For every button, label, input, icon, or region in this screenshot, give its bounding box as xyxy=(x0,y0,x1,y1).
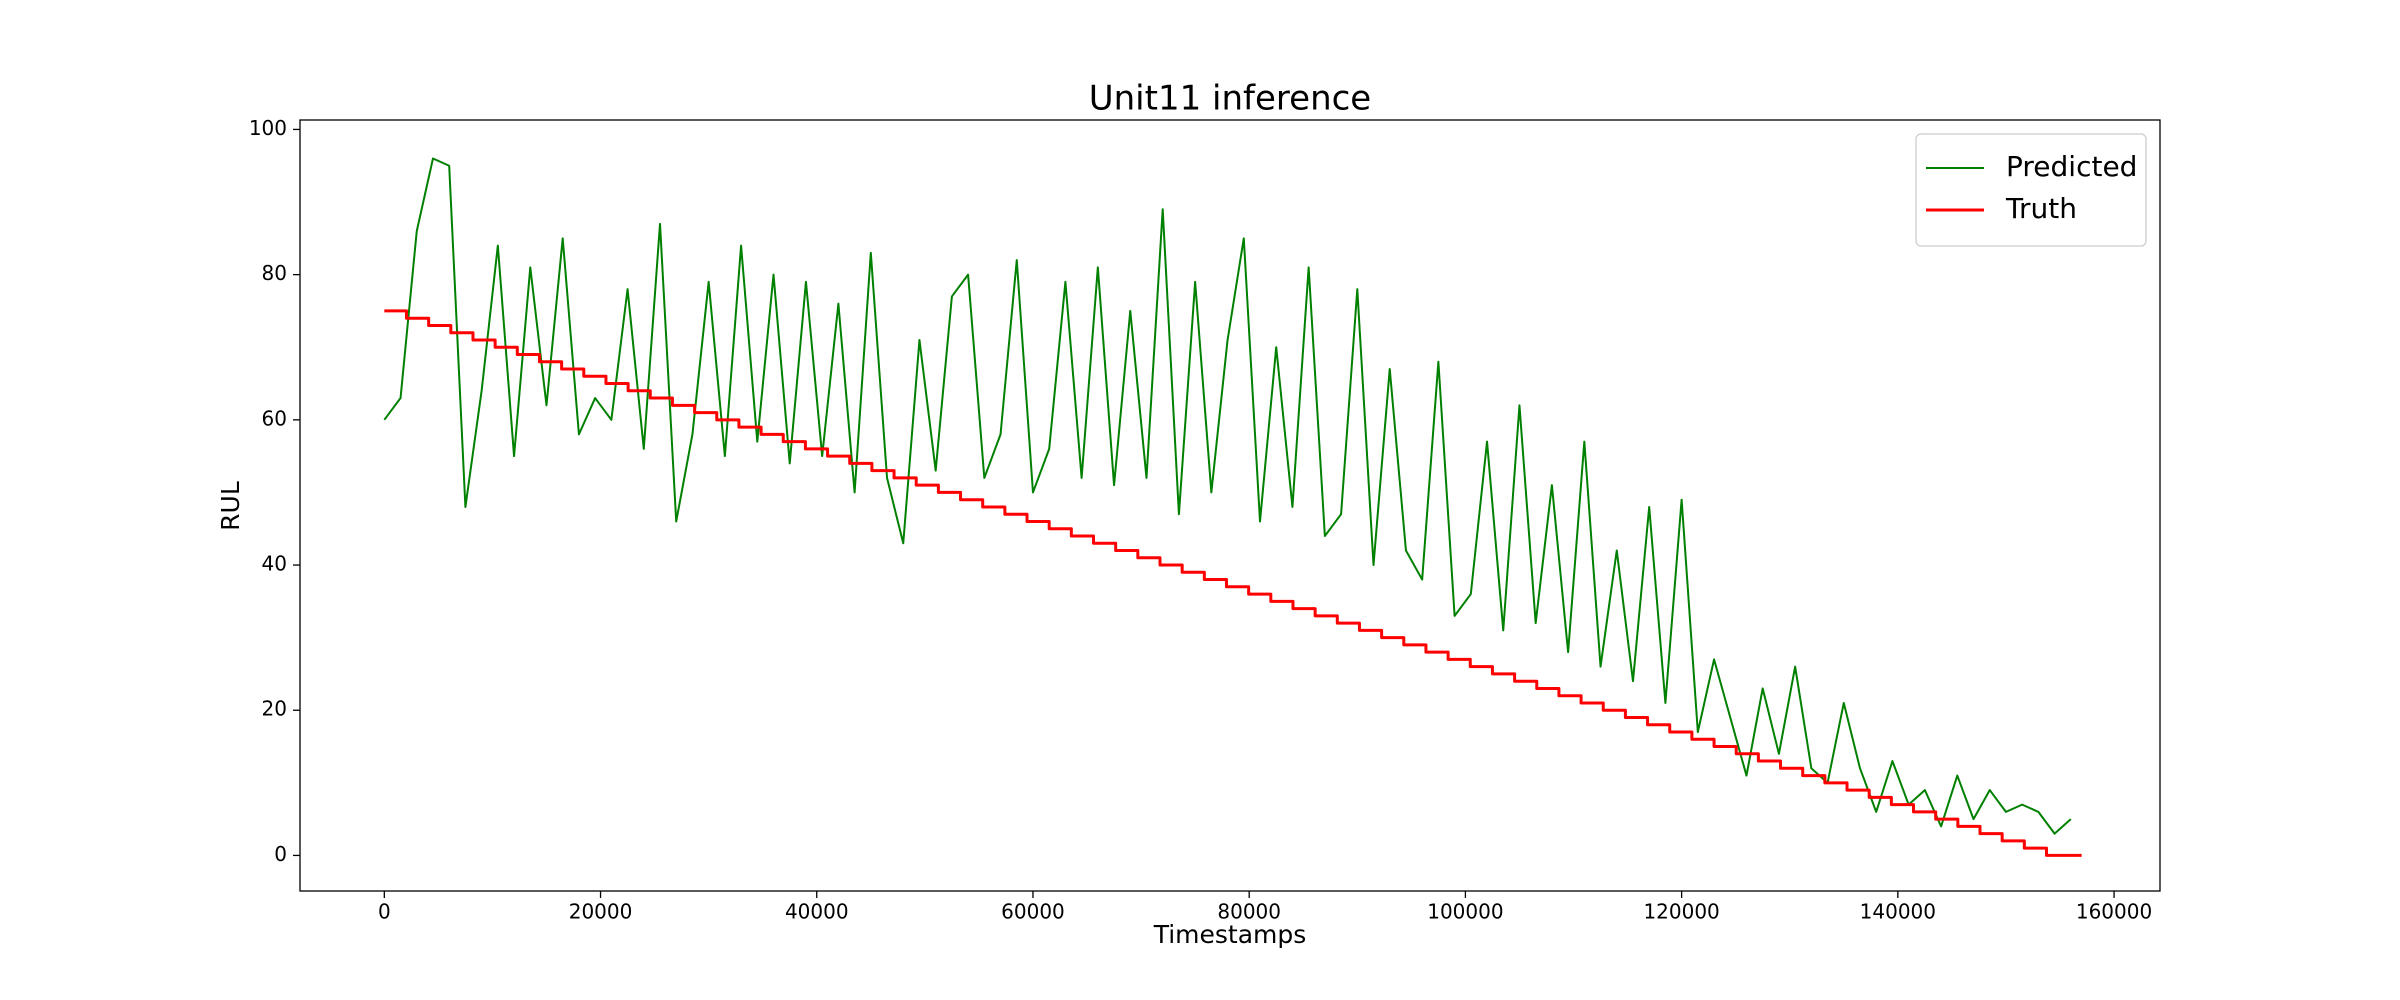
x-tick-label: 40000 xyxy=(785,900,849,924)
x-tick-label: 20000 xyxy=(569,900,633,924)
y-tick-label: 60 xyxy=(262,406,287,430)
x-tick-label: 80000 xyxy=(1217,900,1281,924)
y-tick-label: 20 xyxy=(262,697,287,721)
y-tick-label: 40 xyxy=(262,552,287,576)
x-axis-label: Timestamps xyxy=(1153,920,1307,949)
x-tick-label: 0 xyxy=(378,900,391,924)
y-tick-label: 100 xyxy=(249,116,287,140)
x-tick-label: 60000 xyxy=(1001,900,1065,924)
legend-label: Truth xyxy=(2005,192,2077,225)
plot-frame xyxy=(299,119,2161,892)
x-tick-label: 120000 xyxy=(1643,900,1719,924)
x-tick-label: 100000 xyxy=(1427,900,1503,924)
chart-title: Unit11 inference xyxy=(1089,79,1371,119)
y-tick-label: 80 xyxy=(262,261,287,285)
x-tick-label: 160000 xyxy=(2076,900,2152,924)
legend-box xyxy=(1915,133,2147,247)
data-line xyxy=(384,309,2082,857)
y-axis-label: RUL xyxy=(216,481,245,531)
x-tick-label: 140000 xyxy=(1860,900,1936,924)
legend-label: Predicted xyxy=(2006,150,2137,183)
data-line xyxy=(383,157,2072,835)
y-tick-label: 0 xyxy=(274,842,287,866)
